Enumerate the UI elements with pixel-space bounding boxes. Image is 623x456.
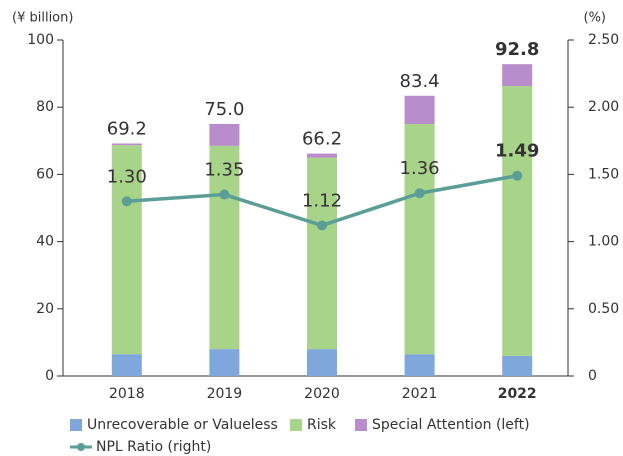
legend-label: Risk: [307, 417, 337, 433]
line-point: [121, 196, 132, 207]
y2-tick-label: 2.50: [588, 32, 619, 48]
total-label: 75.0: [204, 99, 244, 120]
legend-label: Unrecoverable or Valueless: [87, 417, 278, 433]
x-tick-label: 2022: [498, 386, 537, 402]
y2-tick-label: 0: [588, 368, 597, 384]
y-tick-label: 60: [36, 166, 54, 182]
y2-tick-label: 2.00: [588, 99, 619, 115]
y-tick-label: 20: [36, 301, 54, 317]
legend-swatch: [355, 419, 367, 431]
bar-segment: [209, 349, 240, 376]
bar-segment: [307, 157, 337, 350]
line-point: [219, 189, 230, 200]
x-tick-label: 2020: [304, 386, 340, 402]
line-label: 1.49: [495, 141, 539, 162]
bar-segment: [111, 354, 142, 376]
y-tick-label: 80: [36, 99, 54, 115]
bar-segment: [111, 145, 142, 355]
x-tick-label: 2018: [109, 386, 145, 402]
bar-segment: [209, 124, 240, 146]
bar-segment: [404, 354, 435, 376]
y-unit-label: (¥ billion): [12, 11, 73, 26]
bar-segment: [404, 95, 435, 124]
x-tick-label: 2019: [207, 386, 243, 402]
bar-segment: [111, 143, 142, 146]
y-tick-label: 40: [36, 234, 54, 250]
line-label: 1.35: [204, 160, 244, 181]
y2-tick-label: 1.00: [588, 234, 619, 250]
y-tick-label: 0: [45, 368, 54, 384]
line-point: [414, 188, 425, 199]
line-label: 1.36: [400, 158, 440, 179]
total-label: 92.8: [495, 39, 539, 60]
legend-label: Special Attention (left): [372, 417, 530, 433]
x-tick-label: 2021: [402, 386, 438, 402]
bar-segment: [502, 86, 533, 356]
line-label: 1.12: [302, 190, 342, 211]
total-label: 66.2: [302, 129, 342, 150]
line-label: 1.30: [107, 166, 147, 187]
legend-swatch: [290, 419, 302, 431]
y2-unit-label: (%): [584, 11, 607, 26]
bar-segment: [404, 124, 435, 355]
bar-segment: [502, 64, 533, 87]
y-tick-label: 100: [27, 32, 54, 48]
bar-segment: [307, 153, 337, 158]
line-point: [317, 220, 327, 231]
y2-tick-label: 0.50: [588, 301, 619, 317]
bar-segment: [502, 355, 533, 376]
total-label: 83.4: [400, 71, 440, 92]
bar-segment: [307, 349, 337, 376]
legend-swatch: [70, 419, 82, 431]
legend-label: NPL Ratio (right): [96, 439, 211, 455]
y2-tick-label: 1.50: [588, 166, 619, 182]
line-point: [512, 170, 523, 181]
bar-segment: [209, 145, 240, 350]
legend-dot: [77, 443, 85, 451]
total-label: 69.2: [107, 118, 147, 139]
